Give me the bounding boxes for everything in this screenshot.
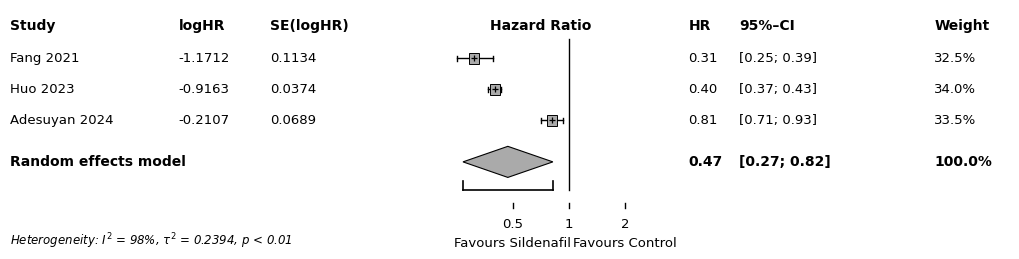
Text: [0.25; 0.39]: [0.25; 0.39] bbox=[739, 52, 816, 65]
Text: 0.5: 0.5 bbox=[501, 218, 523, 231]
Text: 0.0689: 0.0689 bbox=[270, 114, 316, 127]
Bar bbox=[546, 115, 556, 126]
Text: [0.27; 0.82]: [0.27; 0.82] bbox=[739, 155, 830, 169]
Text: 0.31: 0.31 bbox=[688, 52, 717, 65]
Text: 1: 1 bbox=[565, 218, 573, 231]
Text: 0.81: 0.81 bbox=[688, 114, 717, 127]
Text: 100.0%: 100.0% bbox=[933, 155, 991, 169]
Text: Hazard Ratio: Hazard Ratio bbox=[489, 19, 591, 33]
Text: 33.5%: 33.5% bbox=[933, 114, 975, 127]
Polygon shape bbox=[463, 146, 552, 177]
Text: 34.0%: 34.0% bbox=[933, 83, 975, 96]
Text: 0.0374: 0.0374 bbox=[270, 83, 316, 96]
Text: -0.2107: -0.2107 bbox=[178, 114, 229, 127]
Text: logHR: logHR bbox=[178, 19, 225, 33]
Text: 2: 2 bbox=[621, 218, 629, 231]
Text: 95%–CI: 95%–CI bbox=[739, 19, 795, 33]
Bar bbox=[489, 83, 499, 95]
Text: -1.1712: -1.1712 bbox=[178, 52, 229, 65]
Bar bbox=[469, 53, 479, 64]
Text: 32.5%: 32.5% bbox=[933, 52, 975, 65]
Text: Favours Control: Favours Control bbox=[573, 237, 677, 250]
Text: Study: Study bbox=[10, 19, 55, 33]
Text: Huo 2023: Huo 2023 bbox=[10, 83, 74, 96]
Text: SE(logHR): SE(logHR) bbox=[270, 19, 348, 33]
Text: Favours Sildenafil: Favours Sildenafil bbox=[453, 237, 571, 250]
Text: 0.40: 0.40 bbox=[688, 83, 717, 96]
Text: HR: HR bbox=[688, 19, 710, 33]
Text: -0.9163: -0.9163 bbox=[178, 83, 229, 96]
Text: 0.1134: 0.1134 bbox=[270, 52, 316, 65]
Text: Random effects model: Random effects model bbox=[10, 155, 185, 169]
Text: [0.37; 0.43]: [0.37; 0.43] bbox=[739, 83, 816, 96]
Text: Heterogeneity: $I^2$ = 98%, $\tau^2$ = 0.2394, $p$ < 0.01: Heterogeneity: $I^2$ = 98%, $\tau^2$ = 0… bbox=[10, 232, 292, 251]
Text: Fang 2021: Fang 2021 bbox=[10, 52, 79, 65]
Text: Adesuyan 2024: Adesuyan 2024 bbox=[10, 114, 113, 127]
Text: 0.47: 0.47 bbox=[688, 155, 722, 169]
Text: Weight: Weight bbox=[933, 19, 988, 33]
Text: [0.71; 0.93]: [0.71; 0.93] bbox=[739, 114, 816, 127]
